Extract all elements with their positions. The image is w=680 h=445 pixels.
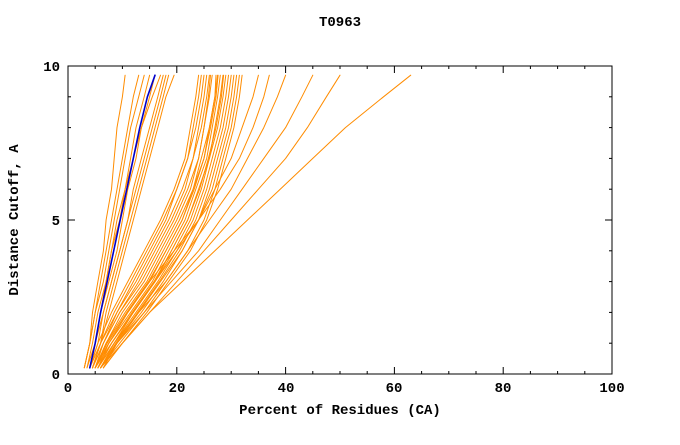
- model-curve: [97, 74, 225, 369]
- model-curve: [100, 74, 240, 369]
- model-curve: [92, 74, 211, 369]
- model-curve: [83, 74, 126, 369]
- x-tick-label: 60: [386, 381, 403, 397]
- model-curve: [97, 74, 221, 369]
- model-curve: [89, 74, 202, 369]
- model-curve: [94, 74, 217, 369]
- model-curve: [94, 74, 270, 369]
- model-curve: [92, 74, 205, 369]
- model-curve: [97, 74, 229, 369]
- model-curve: [97, 74, 287, 369]
- model-curve: [86, 74, 167, 369]
- x-tick-label: 100: [599, 381, 624, 397]
- highlight-curve: [89, 74, 156, 369]
- model-curve: [92, 74, 170, 369]
- x-tick-label: 40: [278, 381, 295, 397]
- model-curve: [100, 74, 341, 369]
- x-axis-label: Percent of Residues (CA): [239, 403, 441, 419]
- x-tick-label: 0: [64, 381, 72, 397]
- x-tick-label: 80: [495, 381, 512, 397]
- model-curve: [100, 74, 314, 369]
- model-curves: [83, 74, 412, 369]
- x-tick-label: 20: [169, 381, 186, 397]
- y-tick-label: 10: [43, 60, 60, 76]
- model-curve: [94, 74, 210, 369]
- model-curve: [83, 74, 140, 369]
- y-axis-label: Distance Cutoff, A: [7, 144, 23, 296]
- axis-ticks: [67, 65, 613, 375]
- model-curve: [94, 74, 219, 369]
- model-curve: [100, 74, 227, 369]
- model-curve: [89, 74, 200, 369]
- plot-frame: [67, 65, 613, 375]
- y-tick-label: 0: [52, 368, 60, 384]
- model-curve: [92, 74, 175, 369]
- y-tick-label: 5: [52, 214, 60, 230]
- model-curve: [102, 74, 412, 369]
- model-curve: [102, 74, 243, 369]
- chart-title: T0963: [319, 15, 361, 31]
